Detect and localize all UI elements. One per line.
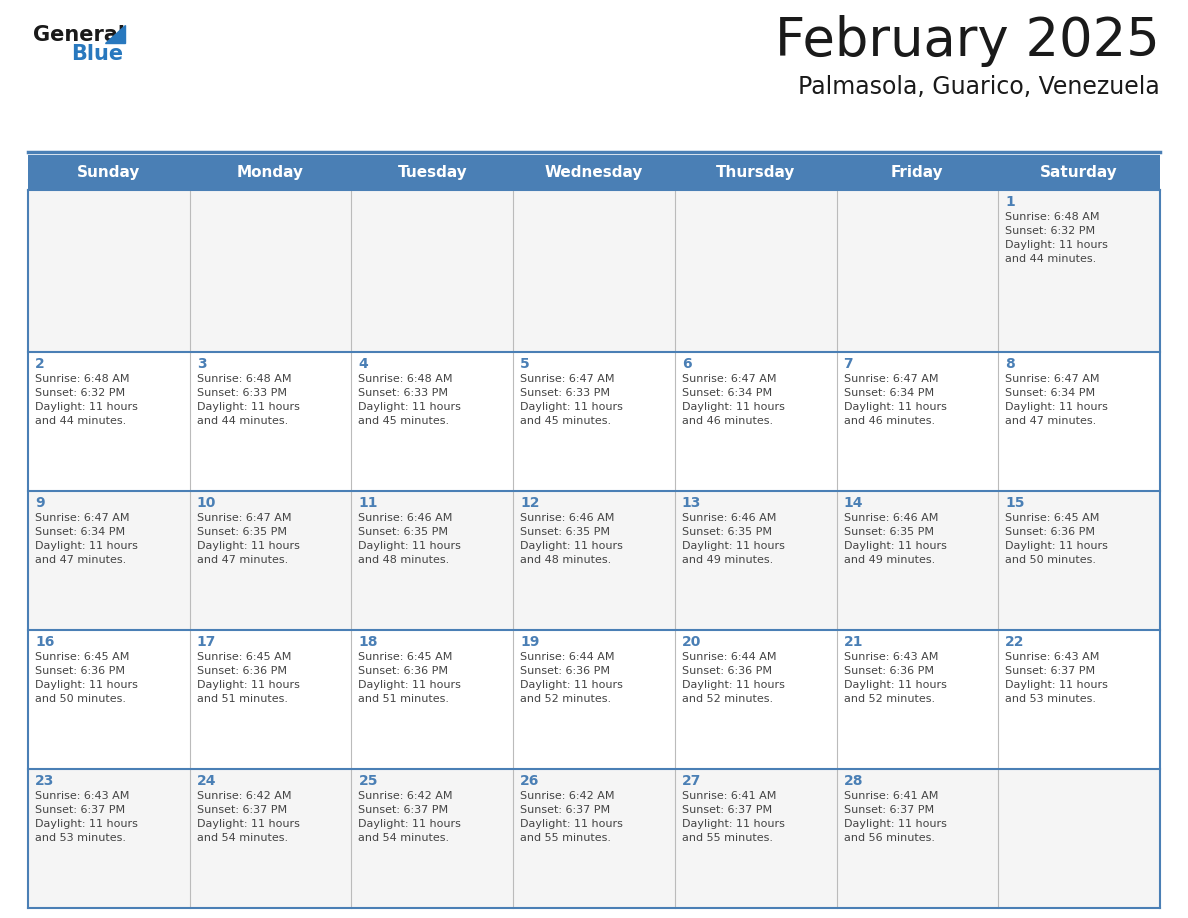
Text: Friday: Friday	[891, 165, 943, 180]
Text: Sunrise: 6:45 AM
Sunset: 6:36 PM
Daylight: 11 hours
and 51 minutes.: Sunrise: 6:45 AM Sunset: 6:36 PM Dayligh…	[197, 652, 299, 704]
Text: Tuesday: Tuesday	[398, 165, 467, 180]
Text: Sunrise: 6:44 AM
Sunset: 6:36 PM
Daylight: 11 hours
and 52 minutes.: Sunrise: 6:44 AM Sunset: 6:36 PM Dayligh…	[520, 652, 623, 704]
Text: 4: 4	[359, 356, 368, 371]
Text: Sunrise: 6:41 AM
Sunset: 6:37 PM
Daylight: 11 hours
and 56 minutes.: Sunrise: 6:41 AM Sunset: 6:37 PM Dayligh…	[843, 791, 947, 843]
Text: Sunrise: 6:46 AM
Sunset: 6:35 PM
Daylight: 11 hours
and 49 minutes.: Sunrise: 6:46 AM Sunset: 6:35 PM Dayligh…	[682, 512, 785, 565]
Text: Palmasola, Guarico, Venezuela: Palmasola, Guarico, Venezuela	[798, 75, 1159, 99]
Text: Sunrise: 6:46 AM
Sunset: 6:35 PM
Daylight: 11 hours
and 48 minutes.: Sunrise: 6:46 AM Sunset: 6:35 PM Dayligh…	[359, 512, 461, 565]
Text: 9: 9	[34, 496, 45, 509]
Text: Sunrise: 6:48 AM
Sunset: 6:32 PM
Daylight: 11 hours
and 44 minutes.: Sunrise: 6:48 AM Sunset: 6:32 PM Dayligh…	[1005, 212, 1108, 264]
Text: Sunrise: 6:45 AM
Sunset: 6:36 PM
Daylight: 11 hours
and 50 minutes.: Sunrise: 6:45 AM Sunset: 6:36 PM Dayligh…	[34, 652, 138, 704]
Text: Wednesday: Wednesday	[545, 165, 643, 180]
Text: 17: 17	[197, 634, 216, 649]
Text: 24: 24	[197, 774, 216, 788]
Text: Sunrise: 6:48 AM
Sunset: 6:33 PM
Daylight: 11 hours
and 44 minutes.: Sunrise: 6:48 AM Sunset: 6:33 PM Dayligh…	[197, 374, 299, 426]
Text: Sunrise: 6:48 AM
Sunset: 6:32 PM
Daylight: 11 hours
and 44 minutes.: Sunrise: 6:48 AM Sunset: 6:32 PM Dayligh…	[34, 374, 138, 426]
Bar	[29, 155, 1159, 190]
Text: 16: 16	[34, 634, 55, 649]
Text: 27: 27	[682, 774, 701, 788]
Text: Saturday: Saturday	[1041, 165, 1118, 180]
Bar	[29, 490, 1159, 630]
Text: 1: 1	[1005, 195, 1015, 209]
Text: February 2025: February 2025	[776, 15, 1159, 67]
Text: 22: 22	[1005, 634, 1025, 649]
Text: Sunrise: 6:42 AM
Sunset: 6:37 PM
Daylight: 11 hours
and 54 minutes.: Sunrise: 6:42 AM Sunset: 6:37 PM Dayligh…	[197, 791, 299, 843]
Text: Sunrise: 6:45 AM
Sunset: 6:36 PM
Daylight: 11 hours
and 50 minutes.: Sunrise: 6:45 AM Sunset: 6:36 PM Dayligh…	[1005, 512, 1108, 565]
Text: 12: 12	[520, 496, 539, 509]
Text: Sunrise: 6:46 AM
Sunset: 6:35 PM
Daylight: 11 hours
and 48 minutes.: Sunrise: 6:46 AM Sunset: 6:35 PM Dayligh…	[520, 512, 623, 565]
Text: 10: 10	[197, 496, 216, 509]
Text: Blue: Blue	[71, 44, 124, 64]
Text: Sunrise: 6:43 AM
Sunset: 6:37 PM
Daylight: 11 hours
and 53 minutes.: Sunrise: 6:43 AM Sunset: 6:37 PM Dayligh…	[34, 791, 138, 843]
Text: General: General	[33, 25, 125, 45]
Text: 2: 2	[34, 356, 45, 371]
Text: Sunrise: 6:47 AM
Sunset: 6:34 PM
Daylight: 11 hours
and 47 minutes.: Sunrise: 6:47 AM Sunset: 6:34 PM Dayligh…	[34, 512, 138, 565]
Text: Sunday: Sunday	[77, 165, 140, 180]
Text: 7: 7	[843, 356, 853, 371]
Text: 20: 20	[682, 634, 701, 649]
Bar	[29, 190, 1159, 352]
Text: Sunrise: 6:42 AM
Sunset: 6:37 PM
Daylight: 11 hours
and 54 minutes.: Sunrise: 6:42 AM Sunset: 6:37 PM Dayligh…	[359, 791, 461, 843]
Bar	[29, 630, 1159, 769]
Text: Sunrise: 6:43 AM
Sunset: 6:36 PM
Daylight: 11 hours
and 52 minutes.: Sunrise: 6:43 AM Sunset: 6:36 PM Dayligh…	[843, 652, 947, 704]
Text: Sunrise: 6:46 AM
Sunset: 6:35 PM
Daylight: 11 hours
and 49 minutes.: Sunrise: 6:46 AM Sunset: 6:35 PM Dayligh…	[843, 512, 947, 565]
Text: Sunrise: 6:42 AM
Sunset: 6:37 PM
Daylight: 11 hours
and 55 minutes.: Sunrise: 6:42 AM Sunset: 6:37 PM Dayligh…	[520, 791, 623, 843]
Text: 13: 13	[682, 496, 701, 509]
Text: 21: 21	[843, 634, 862, 649]
Text: Sunrise: 6:47 AM
Sunset: 6:33 PM
Daylight: 11 hours
and 45 minutes.: Sunrise: 6:47 AM Sunset: 6:33 PM Dayligh…	[520, 374, 623, 426]
Text: 15: 15	[1005, 496, 1025, 509]
Text: 8: 8	[1005, 356, 1015, 371]
Text: Sunrise: 6:41 AM
Sunset: 6:37 PM
Daylight: 11 hours
and 55 minutes.: Sunrise: 6:41 AM Sunset: 6:37 PM Dayligh…	[682, 791, 785, 843]
Text: Sunrise: 6:47 AM
Sunset: 6:34 PM
Daylight: 11 hours
and 46 minutes.: Sunrise: 6:47 AM Sunset: 6:34 PM Dayligh…	[682, 374, 785, 426]
Text: 19: 19	[520, 634, 539, 649]
Text: 18: 18	[359, 634, 378, 649]
Text: 28: 28	[843, 774, 862, 788]
Text: 14: 14	[843, 496, 862, 509]
Text: Sunrise: 6:44 AM
Sunset: 6:36 PM
Daylight: 11 hours
and 52 minutes.: Sunrise: 6:44 AM Sunset: 6:36 PM Dayligh…	[682, 652, 785, 704]
Text: Thursday: Thursday	[716, 165, 796, 180]
Text: 25: 25	[359, 774, 378, 788]
Text: Monday: Monday	[238, 165, 304, 180]
Text: Sunrise: 6:45 AM
Sunset: 6:36 PM
Daylight: 11 hours
and 51 minutes.: Sunrise: 6:45 AM Sunset: 6:36 PM Dayligh…	[359, 652, 461, 704]
Bar	[29, 769, 1159, 908]
Text: 5: 5	[520, 356, 530, 371]
Bar	[29, 352, 1159, 490]
Text: Sunrise: 6:48 AM
Sunset: 6:33 PM
Daylight: 11 hours
and 45 minutes.: Sunrise: 6:48 AM Sunset: 6:33 PM Dayligh…	[359, 374, 461, 426]
Text: 6: 6	[682, 356, 691, 371]
Text: 3: 3	[197, 356, 207, 371]
Text: Sunrise: 6:43 AM
Sunset: 6:37 PM
Daylight: 11 hours
and 53 minutes.: Sunrise: 6:43 AM Sunset: 6:37 PM Dayligh…	[1005, 652, 1108, 704]
Polygon shape	[105, 25, 125, 43]
Text: 11: 11	[359, 496, 378, 509]
Text: Sunrise: 6:47 AM
Sunset: 6:34 PM
Daylight: 11 hours
and 46 minutes.: Sunrise: 6:47 AM Sunset: 6:34 PM Dayligh…	[843, 374, 947, 426]
Text: Sunrise: 6:47 AM
Sunset: 6:35 PM
Daylight: 11 hours
and 47 minutes.: Sunrise: 6:47 AM Sunset: 6:35 PM Dayligh…	[197, 512, 299, 565]
Text: 23: 23	[34, 774, 55, 788]
Text: 26: 26	[520, 774, 539, 788]
Text: Sunrise: 6:47 AM
Sunset: 6:34 PM
Daylight: 11 hours
and 47 minutes.: Sunrise: 6:47 AM Sunset: 6:34 PM Dayligh…	[1005, 374, 1108, 426]
